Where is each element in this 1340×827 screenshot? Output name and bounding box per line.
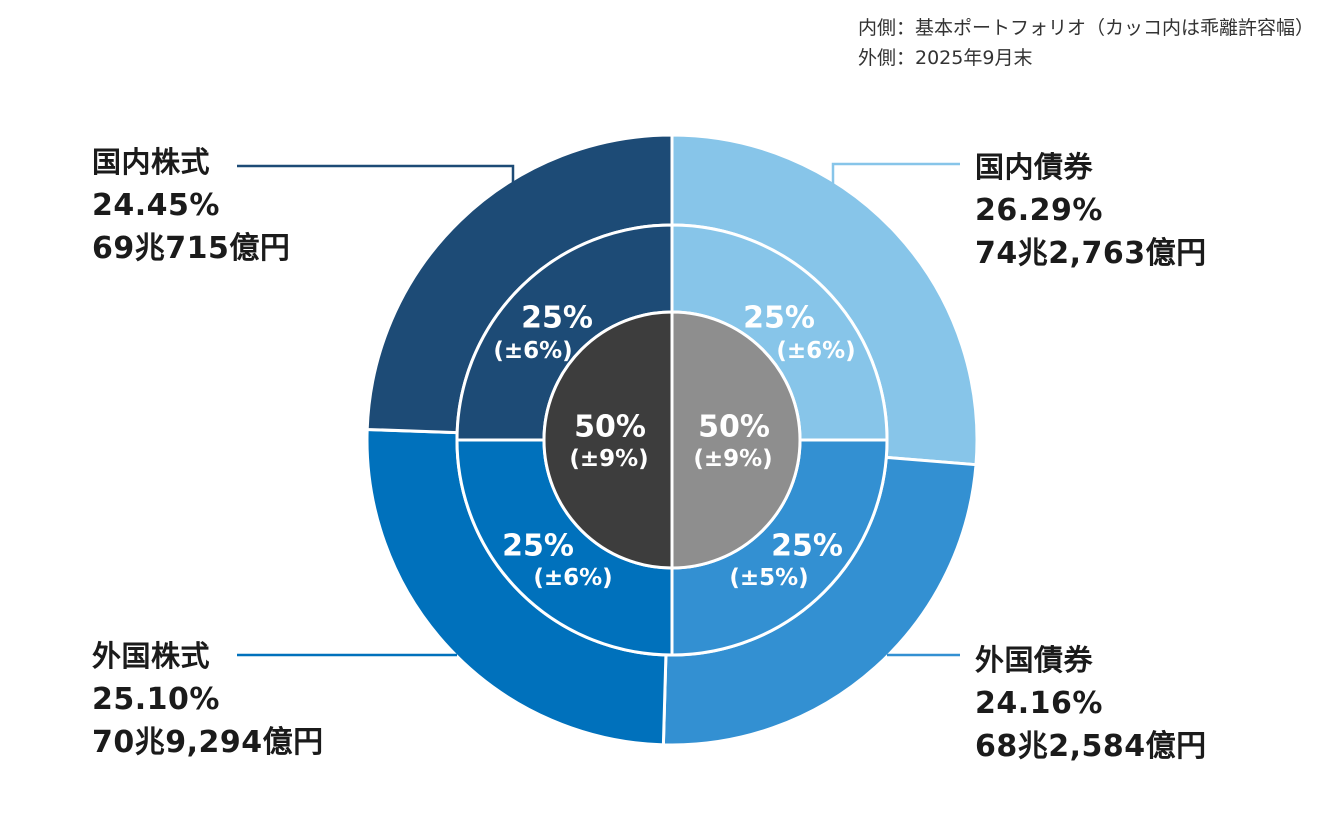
callout-domestic-bonds: 国内債券 26.29% 74兆2,763億円 [975, 146, 1207, 275]
callout-foreign-bonds: 外国債券 24.16% 68兆2,584億円 [975, 639, 1207, 768]
label-middle-foreign-bonds-percent: 25% [771, 529, 843, 564]
amount-value: 68兆2,584億円 [975, 729, 1207, 764]
legend-note-outer: 外側：2025年9月末 [858, 47, 1033, 69]
percent-value: 25.10% [92, 682, 220, 717]
label-inner-bonds-half-tolerance: (±9%) [693, 446, 772, 472]
percent-value: 26.29% [975, 193, 1103, 228]
label-middle-foreign-equity-percent: 25% [502, 529, 574, 564]
asset-name: 外国株式 [92, 639, 211, 673]
callout-foreign-equity: 外国株式 25.10% 70兆9,294億円 [92, 635, 324, 764]
amount-value: 70兆9,294億円 [92, 725, 324, 760]
label-middle-foreign-bonds-tolerance: (±5%) [729, 565, 808, 591]
asset-name: 国内株式 [92, 145, 211, 179]
segment-inner-bonds-half [670, 310, 802, 570]
label-inner-equity-half-tolerance: (±9%) [569, 446, 648, 472]
segment-inner-equity-half [542, 310, 674, 570]
label-middle-domestic-bonds-tolerance: (±6%) [776, 338, 855, 364]
callout-domestic-equity: 国内株式 24.45% 69兆715億円 [92, 141, 290, 270]
leader-line-domestic-equity [237, 164, 515, 187]
label-middle-foreign-equity-tolerance: (±6%) [533, 565, 612, 591]
legend-note: 内側：基本ポートフォリオ（カッコ内は乖離許容幅） 外側：2025年9月末 [858, 13, 1314, 73]
leader-line-domestic-bonds [831, 162, 960, 191]
label-inner-bonds-half-percent: 50% [698, 410, 770, 445]
label-middle-domestic-bonds-percent: 25% [743, 301, 815, 336]
legend-note-inner: 内側：基本ポートフォリオ（カッコ内は乖離許容幅） [858, 17, 1315, 39]
asset-name: 外国債券 [975, 643, 1094, 677]
asset-name: 国内債券 [975, 150, 1094, 184]
percent-value: 24.16% [975, 686, 1103, 721]
amount-value: 69兆715億円 [92, 231, 291, 266]
label-inner-equity-half-percent: 50% [574, 410, 646, 445]
amount-value: 74兆2,763億円 [975, 236, 1207, 271]
label-middle-domestic-equity-percent: 25% [521, 301, 593, 336]
label-middle-domestic-equity-tolerance: (±6%) [493, 338, 572, 364]
percent-value: 24.45% [92, 188, 220, 223]
